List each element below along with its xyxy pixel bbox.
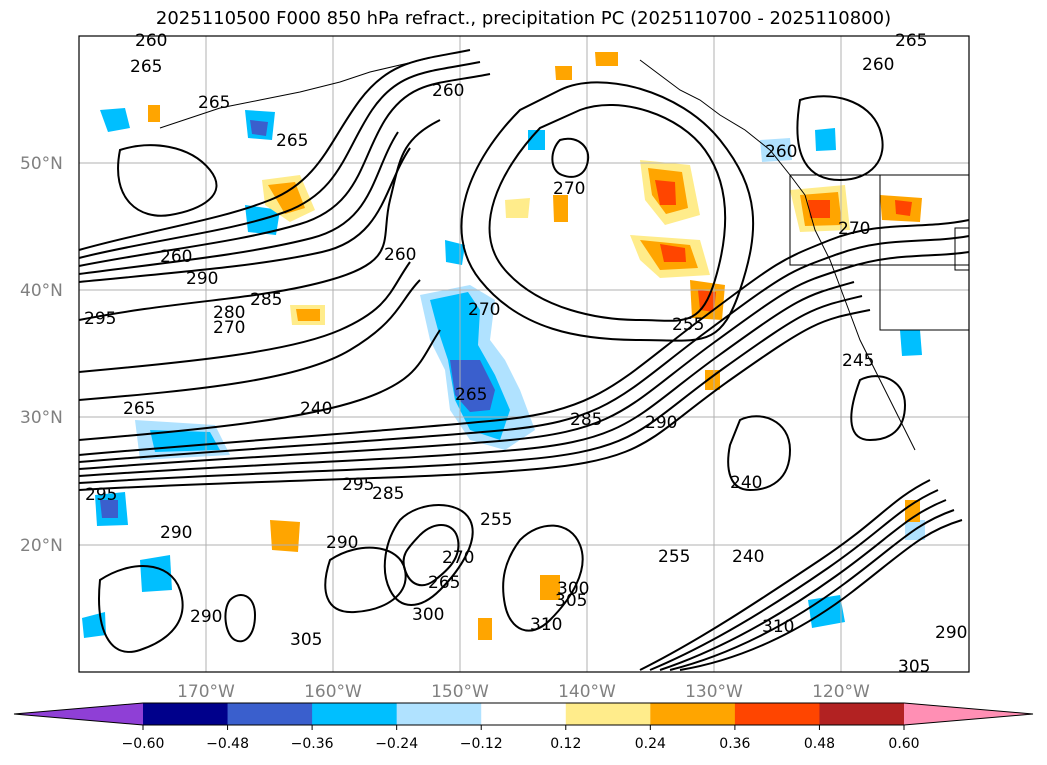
contour-label: 295 <box>85 485 117 505</box>
contour-label: 270 <box>213 318 245 338</box>
contour-label: 310 <box>762 617 794 637</box>
colorbar-extend-max <box>904 703 1033 725</box>
contour-label: 260 <box>135 31 167 51</box>
colorbar-box <box>227 703 313 725</box>
contour-label: 240 <box>300 399 332 419</box>
lat-label: 30°N <box>20 408 63 428</box>
contour-label: 290 <box>645 413 677 433</box>
lon-label: 140°W <box>558 682 616 702</box>
colorbar-extend-min <box>14 703 143 725</box>
lon-label: 130°W <box>685 682 743 702</box>
contour-label: 285 <box>372 484 404 504</box>
lon-label: 150°W <box>431 682 489 702</box>
contour-label: 310 <box>530 615 562 635</box>
contour-label: 265 <box>198 93 230 113</box>
lon-label: 170°W <box>177 682 235 702</box>
contour-label: 265 <box>123 399 155 419</box>
contour-label: 290 <box>160 523 192 543</box>
colorbar-tick-label: 0.36 <box>719 736 750 752</box>
colorbar-tick-label: −0.36 <box>291 736 334 752</box>
contour-label: 290 <box>326 533 358 553</box>
contour-label: 260 <box>862 55 894 75</box>
contour-label: 285 <box>570 410 602 430</box>
contour-label: 255 <box>672 315 704 335</box>
colorbar-tick-label: −0.12 <box>460 736 503 752</box>
contour-label: 270 <box>838 219 870 239</box>
contour-label: 260 <box>384 245 416 265</box>
colorbar-box <box>650 703 736 725</box>
contour-label: 255 <box>480 510 512 530</box>
colorbar-tick-label: 0.24 <box>635 736 666 752</box>
colorbar-box <box>481 703 567 725</box>
colorbar-box <box>565 703 651 725</box>
coastlines <box>159 57 970 451</box>
contour-label: 280 <box>213 303 245 323</box>
contour-label: 300 <box>412 605 444 625</box>
contour-label: 245 <box>842 351 874 371</box>
contour-label: 255 <box>658 547 690 567</box>
lat-label: 20°N <box>20 536 63 556</box>
lon-label: 160°W <box>304 682 362 702</box>
contour-label: 295 <box>84 309 116 329</box>
lat-label: 50°N <box>20 154 63 174</box>
contour-label: 240 <box>732 547 764 567</box>
contour-label: 300 <box>557 579 589 599</box>
contour-label: 265 <box>130 57 162 77</box>
contour-label: 285 <box>250 290 282 310</box>
lat-label: 40°N <box>20 281 63 301</box>
contour-label: 260 <box>765 142 797 162</box>
contour-label: 270 <box>468 300 500 320</box>
longitude-labels: 170°W 160°W 150°W 140°W 130°W 120°W <box>177 682 870 702</box>
contour-label: 270 <box>553 179 585 199</box>
contour-label: 260 <box>160 247 192 267</box>
contour-label: 305 <box>290 630 322 650</box>
colorbar-tick-label: 0.60 <box>888 736 919 752</box>
map-frame <box>78 35 970 673</box>
latitude-labels: 50°N 40°N 30°N 20°N <box>20 154 63 556</box>
contour-label: 265 <box>428 573 460 593</box>
map-title: 2025110500 F000 850 hPa refract., precip… <box>155 8 892 29</box>
colorbar-tick-label: 0.48 <box>804 736 835 752</box>
colorbar-tick-label: −0.24 <box>375 736 418 752</box>
lon-label: 120°W <box>812 682 870 702</box>
contour-label: 265 <box>455 385 487 405</box>
contour-label: 295 <box>342 475 374 495</box>
contour-label: 240 <box>730 473 762 493</box>
colorbar-box <box>734 703 820 725</box>
precip-shading <box>82 52 925 640</box>
contour-label: 305 <box>898 657 930 677</box>
colorbar-box <box>819 703 905 725</box>
colorbar-tick-label: 0.12 <box>550 736 581 752</box>
colorbar-box <box>143 703 229 725</box>
contour-label: 265 <box>895 31 927 51</box>
colorbar: −0.60 −0.48 −0.36 −0.24 −0.12 0.12 0.24 0.36 0.4… <box>13 702 1034 752</box>
contour-label: 265 <box>276 131 308 151</box>
contour-label: 305 <box>555 591 587 611</box>
contour-label: 290 <box>935 623 967 643</box>
colorbar-tick-label: −0.48 <box>206 736 249 752</box>
contour-label: 270 <box>442 548 474 568</box>
colorbar-box <box>312 703 398 725</box>
colorbar-tick-label: −0.60 <box>122 736 165 752</box>
contour-label: 290 <box>186 269 218 289</box>
colorbar-box <box>396 703 482 725</box>
contour-label: 290 <box>190 607 222 627</box>
refractivity-contours <box>78 49 970 671</box>
contour-label: 260 <box>432 81 464 101</box>
